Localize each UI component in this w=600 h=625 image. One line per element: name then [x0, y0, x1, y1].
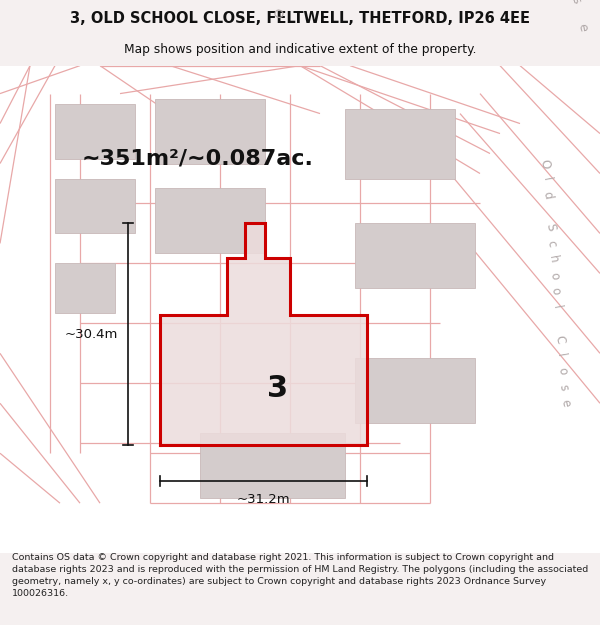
Text: h: h	[546, 254, 560, 264]
Text: S: S	[543, 222, 557, 232]
Bar	[345, 109, 455, 179]
Bar	[155, 99, 265, 164]
Bar	[355, 358, 475, 423]
Text: s: s	[557, 383, 571, 391]
Text: l: l	[554, 352, 568, 358]
Text: Map shows position and indicative extent of the property.: Map shows position and indicative extent…	[124, 42, 476, 56]
Bar	[155, 189, 265, 253]
Text: d: d	[541, 191, 555, 201]
Text: C: C	[553, 334, 567, 344]
Text: e: e	[558, 399, 572, 408]
Text: s: s	[568, 0, 583, 5]
Text: O: O	[538, 158, 552, 169]
Bar	[355, 224, 475, 288]
Text: o: o	[547, 271, 562, 280]
Bar	[55, 104, 135, 159]
Polygon shape	[160, 224, 367, 445]
Bar	[200, 433, 345, 498]
Text: O: O	[273, 7, 288, 20]
Text: Contains OS data © Crown copyright and database right 2021. This information is : Contains OS data © Crown copyright and d…	[12, 553, 588, 598]
Text: l: l	[539, 177, 553, 182]
Text: o: o	[556, 367, 569, 376]
Text: c: c	[545, 239, 559, 248]
Text: 3, OLD SCHOOL CLOSE, FELTWELL, THETFORD, IP26 4EE: 3, OLD SCHOOL CLOSE, FELTWELL, THETFORD,…	[70, 11, 530, 26]
Text: l: l	[550, 304, 563, 310]
Text: e: e	[575, 22, 590, 32]
Bar	[55, 263, 115, 313]
Text: ~30.4m: ~30.4m	[65, 328, 118, 341]
Text: 3: 3	[268, 374, 289, 402]
Text: ~31.2m: ~31.2m	[236, 492, 290, 506]
Text: ~351m²/~0.087ac.: ~351m²/~0.087ac.	[82, 149, 314, 169]
Text: o: o	[548, 287, 563, 296]
Bar	[55, 179, 135, 234]
